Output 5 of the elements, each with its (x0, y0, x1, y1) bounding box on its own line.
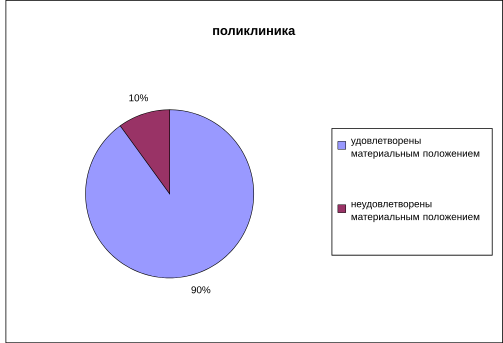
data-label: 90% (191, 286, 210, 294)
legend-label: удовлетворены материальным положением (350, 138, 480, 159)
chart-title: поликлиника (213, 28, 296, 35)
data-label: 10% (129, 94, 148, 102)
legend-label: неудовлетворены материальным положением (352, 202, 480, 222)
